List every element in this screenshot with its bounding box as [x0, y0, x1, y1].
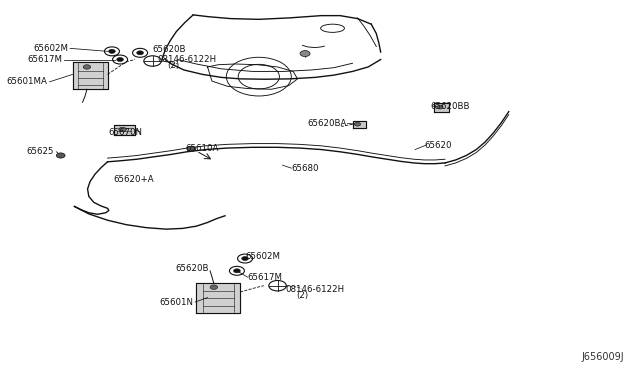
Circle shape	[83, 65, 91, 69]
Text: 65601MA: 65601MA	[6, 77, 47, 86]
Text: 65610A: 65610A	[185, 144, 218, 153]
Text: 65617M: 65617M	[27, 55, 62, 64]
Polygon shape	[72, 62, 108, 89]
Circle shape	[242, 257, 248, 260]
Circle shape	[119, 127, 126, 132]
Circle shape	[300, 51, 310, 57]
Circle shape	[116, 58, 124, 61]
Circle shape	[187, 146, 196, 151]
Text: (2): (2)	[168, 61, 180, 70]
Text: 65620BA: 65620BA	[307, 119, 346, 128]
Text: 65620B: 65620B	[152, 45, 186, 54]
Text: 65620BB: 65620BB	[431, 102, 470, 110]
Text: 65602M: 65602M	[33, 44, 68, 53]
Text: 65620B: 65620B	[175, 264, 209, 273]
Text: 08146-6122H: 08146-6122H	[285, 285, 344, 294]
Circle shape	[355, 122, 361, 126]
Circle shape	[234, 269, 240, 273]
Text: 65617M: 65617M	[248, 273, 282, 282]
Polygon shape	[196, 283, 240, 313]
Text: 65625: 65625	[26, 147, 54, 156]
Text: J656009J: J656009J	[582, 352, 625, 362]
Polygon shape	[114, 125, 135, 135]
Circle shape	[437, 105, 443, 109]
Circle shape	[210, 285, 218, 289]
Text: 65680: 65680	[291, 164, 319, 173]
Text: 65620+A: 65620+A	[114, 175, 154, 184]
Polygon shape	[434, 103, 449, 112]
Text: (2): (2)	[296, 291, 308, 300]
Text: 65602M: 65602M	[245, 252, 280, 261]
Circle shape	[109, 49, 115, 53]
Polygon shape	[353, 121, 366, 128]
Text: 65620: 65620	[424, 141, 452, 150]
Text: 65601N: 65601N	[159, 298, 193, 307]
Text: 08146-6122H: 08146-6122H	[157, 55, 217, 64]
Circle shape	[137, 51, 143, 55]
Circle shape	[56, 153, 65, 158]
Text: 65670N: 65670N	[109, 128, 143, 137]
